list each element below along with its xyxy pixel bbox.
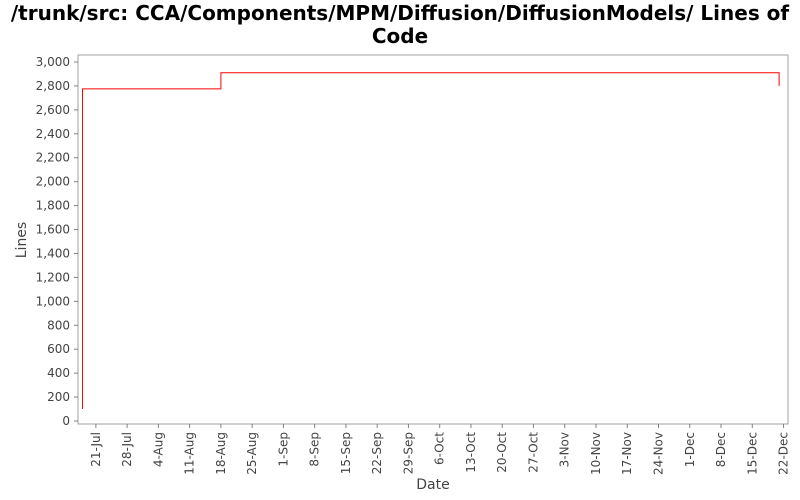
x-tick-label: 13-Oct <box>464 432 478 473</box>
y-axis: 0 200 400 600 800 1,000 1,200 1,400 1,600 1,800 2,… <box>36 55 78 428</box>
series-layer <box>82 72 780 409</box>
x-tick-label: 15-Sep <box>339 432 353 474</box>
y-tick-label: 1,800 <box>36 199 70 213</box>
y-tick-label: 1,600 <box>36 223 70 237</box>
x-tick-label: 8-Dec <box>714 432 728 467</box>
y-tick-label: 2,000 <box>36 175 70 189</box>
x-tick-label: 10-Nov <box>589 432 603 475</box>
x-tick-label: 25-Aug <box>245 432 259 475</box>
y-tick-label: 1,000 <box>36 294 70 308</box>
chart-title-line-1: /trunk/src: CCA/Components/MPM/Diffusion… <box>11 1 790 25</box>
x-tick-label: 8-Sep <box>308 432 322 467</box>
y-axis-label: Lines <box>14 222 30 258</box>
x-tick-label: 1-Dec <box>683 432 697 467</box>
y-tick-label: 2,200 <box>36 151 70 165</box>
x-tick-label: 27-Oct <box>526 432 540 473</box>
x-tick-label: 11-Aug <box>183 432 197 475</box>
x-tick-label: 20-Oct <box>495 432 509 473</box>
chart-title-line-2: Code <box>372 24 428 48</box>
x-tick-label: 21-Jul <box>89 432 103 467</box>
y-tick-label: 1,200 <box>36 270 70 284</box>
x-tick-label: 18-Aug <box>214 432 228 475</box>
y-tick-label: 200 <box>47 390 70 404</box>
y-tick-label: 2,800 <box>36 79 70 93</box>
y-tick-label: 400 <box>47 366 70 380</box>
y-tick-label: 600 <box>47 342 70 356</box>
x-tick-label: 22-Sep <box>370 432 384 474</box>
y-tick-label: 2,400 <box>36 127 70 141</box>
x-tick-label: 17-Nov <box>620 432 634 475</box>
x-tick-label: 22-Dec <box>777 432 791 475</box>
x-axis: 21-Jul 28-Jul 4-Aug 11-Aug 18-Aug 25-Aug 1-Sep… <box>89 424 791 475</box>
x-axis-label: Date <box>416 477 449 493</box>
y-tick-label: 2,600 <box>36 103 70 117</box>
y-tick-label: 1,400 <box>36 246 70 260</box>
x-tick-label: 24-Nov <box>652 432 666 475</box>
x-tick-label: 4-Aug <box>151 432 165 467</box>
x-tick-label: 28-Jul <box>120 432 134 467</box>
y-tick-label: 3,000 <box>36 55 70 69</box>
series-line <box>82 72 780 409</box>
y-tick-label: 800 <box>47 318 70 332</box>
x-tick-label: 6-Oct <box>433 432 447 465</box>
x-tick-label: 1-Sep <box>276 432 290 467</box>
plot-area <box>77 54 789 425</box>
x-tick-label: 15-Dec <box>745 432 759 475</box>
y-tick-label: 0 <box>62 414 70 428</box>
x-tick-label: 29-Sep <box>401 432 415 474</box>
x-tick-label: 3-Nov <box>558 432 572 467</box>
